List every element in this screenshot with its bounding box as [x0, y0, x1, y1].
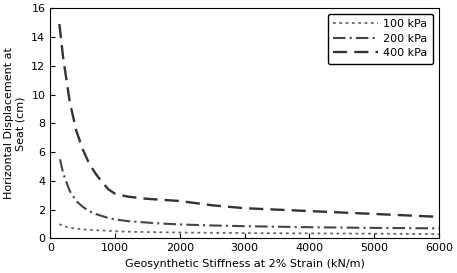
- 400 kPa: [67, 100, 73, 103]
- 200 kPa: [86, 209, 92, 213]
- Line: 200 kPa: 200 kPa: [60, 159, 439, 228]
- 200 kPa: [125, 219, 131, 223]
- 400 kPa: [242, 207, 247, 210]
- X-axis label: Geosynthetic Stiffness at 2% Strain (kN/m): Geosynthetic Stiffness at 2% Strain (kN/…: [125, 259, 365, 269]
- 400 kPa: [145, 197, 150, 200]
- 400 kPa: [57, 22, 62, 26]
- 400 kPa: [93, 172, 98, 175]
- 200 kPa: [154, 222, 160, 225]
- 200 kPa: [67, 189, 73, 192]
- 100 kPa: [372, 232, 377, 235]
- 100 kPa: [80, 228, 85, 231]
- 100 kPa: [125, 230, 131, 233]
- 100 kPa: [93, 229, 98, 232]
- 400 kPa: [372, 212, 377, 216]
- 200 kPa: [372, 226, 377, 230]
- 400 kPa: [99, 181, 105, 184]
- 200 kPa: [436, 227, 441, 230]
- 200 kPa: [242, 225, 247, 228]
- 100 kPa: [86, 228, 92, 232]
- 200 kPa: [60, 172, 66, 175]
- 100 kPa: [60, 225, 66, 228]
- 400 kPa: [74, 129, 79, 132]
- 400 kPa: [80, 148, 85, 151]
- 400 kPa: [436, 215, 441, 218]
- 100 kPa: [145, 230, 150, 234]
- 200 kPa: [112, 218, 118, 221]
- 200 kPa: [145, 221, 150, 224]
- 400 kPa: [86, 162, 92, 165]
- 100 kPa: [99, 229, 105, 232]
- 200 kPa: [80, 205, 85, 208]
- 400 kPa: [307, 209, 312, 213]
- 200 kPa: [177, 223, 182, 226]
- 100 kPa: [106, 229, 112, 232]
- 100 kPa: [177, 231, 182, 234]
- 200 kPa: [93, 212, 98, 216]
- 100 kPa: [67, 226, 73, 229]
- Legend: 100 kPa, 200 kPa, 400 kPa: 100 kPa, 200 kPa, 400 kPa: [328, 14, 433, 64]
- Y-axis label: Horizontal Displacement at
Seat (cm): Horizontal Displacement at Seat (cm): [4, 47, 26, 199]
- 200 kPa: [209, 224, 215, 227]
- 200 kPa: [307, 225, 312, 229]
- 100 kPa: [436, 233, 441, 236]
- 100 kPa: [242, 232, 247, 235]
- 400 kPa: [60, 57, 66, 60]
- 200 kPa: [99, 215, 105, 218]
- 100 kPa: [307, 232, 312, 235]
- 400 kPa: [209, 204, 215, 207]
- 100 kPa: [57, 222, 62, 226]
- Line: 400 kPa: 400 kPa: [59, 24, 439, 217]
- 400 kPa: [106, 188, 112, 191]
- 200 kPa: [106, 216, 112, 219]
- 100 kPa: [209, 231, 215, 235]
- 400 kPa: [125, 195, 131, 198]
- Line: 100 kPa: 100 kPa: [59, 224, 439, 234]
- 200 kPa: [57, 158, 63, 161]
- 400 kPa: [112, 192, 118, 195]
- 400 kPa: [177, 199, 182, 203]
- 200 kPa: [74, 199, 79, 203]
- 100 kPa: [74, 227, 79, 230]
- 100 kPa: [112, 230, 118, 233]
